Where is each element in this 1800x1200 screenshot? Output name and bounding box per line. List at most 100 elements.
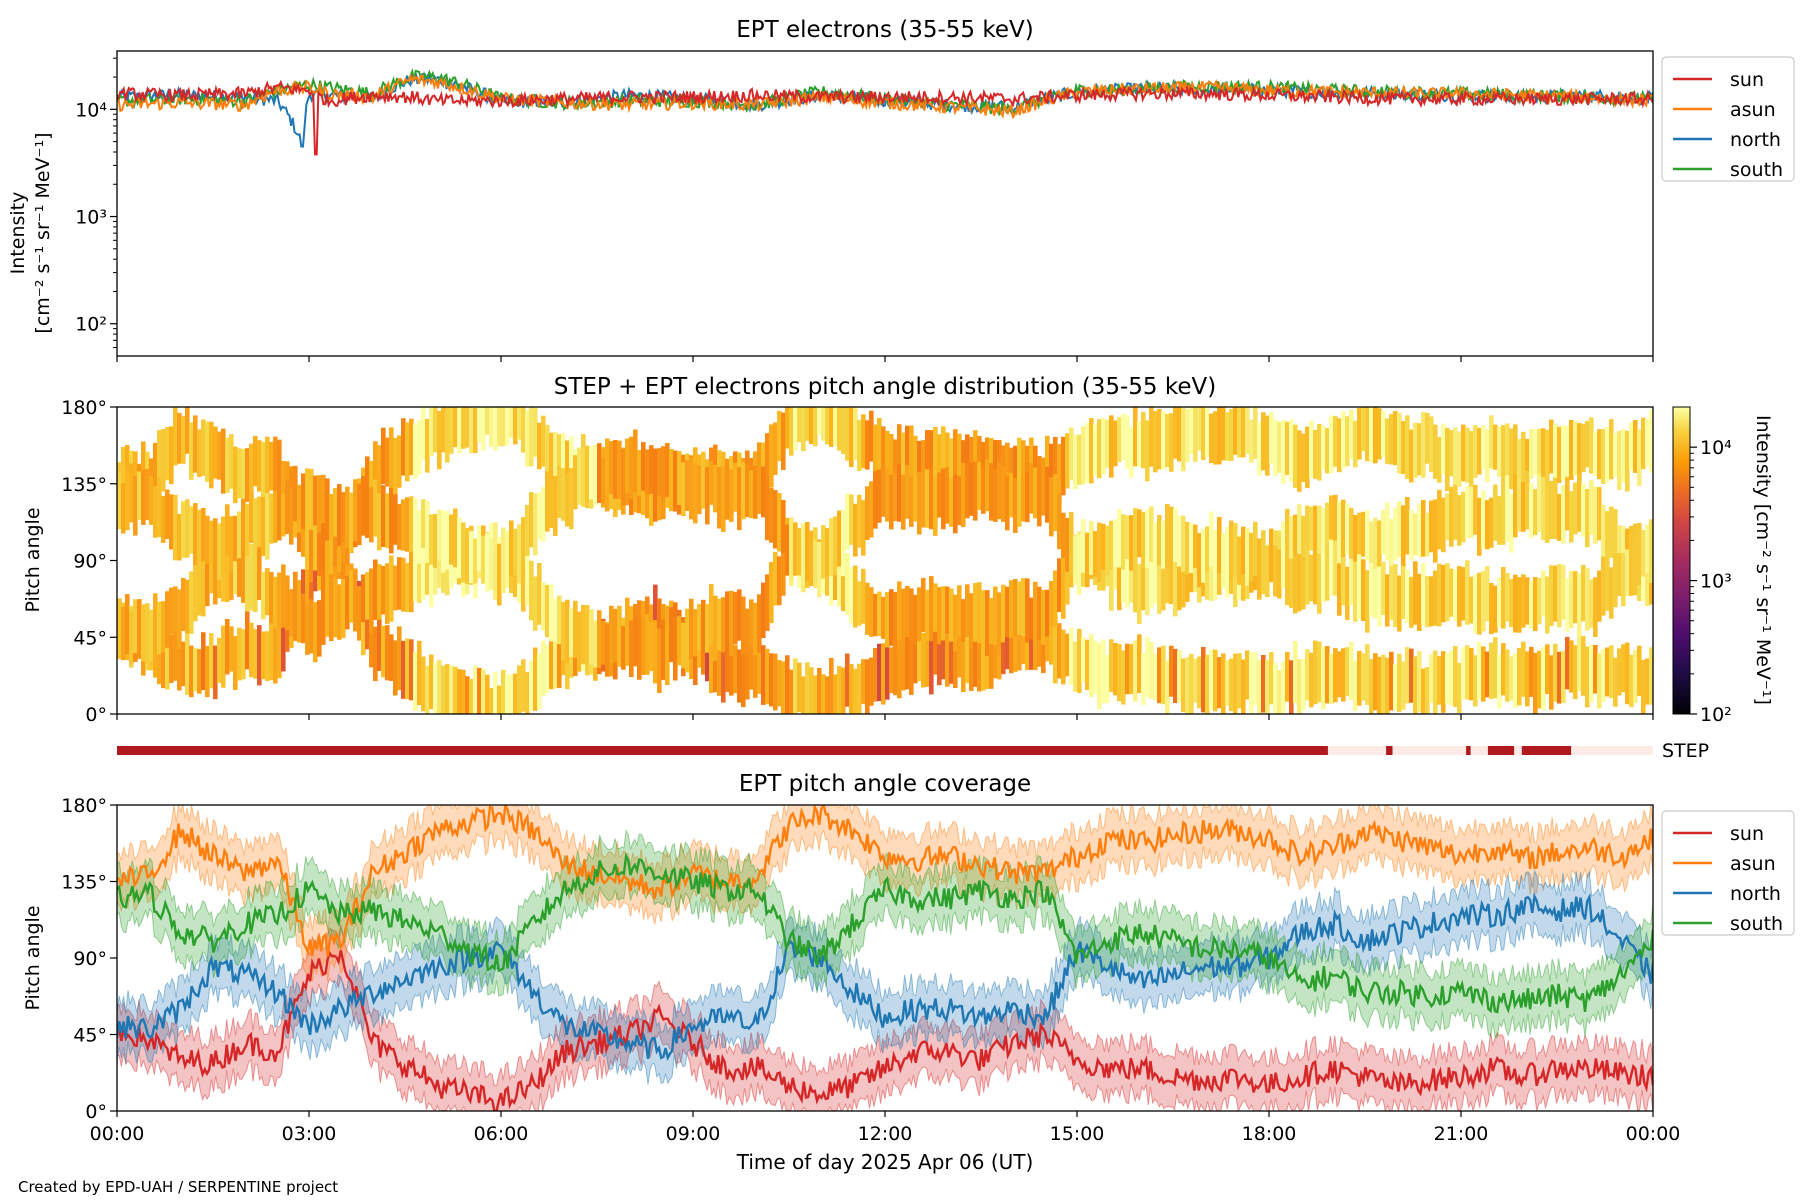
heat-cell	[437, 411, 442, 470]
heat-cell	[665, 626, 670, 685]
heat-cell	[505, 407, 510, 446]
heat-cell	[853, 565, 858, 628]
heat-cell	[1117, 644, 1122, 702]
heat-cell	[249, 543, 254, 611]
heat-cell	[973, 461, 978, 521]
heat-cell	[997, 462, 1002, 520]
heat-cell	[793, 658, 798, 714]
heat-cell	[1601, 648, 1606, 702]
heat-cell	[1193, 407, 1198, 462]
heat-cell	[1609, 506, 1614, 558]
heat-cell	[917, 587, 922, 642]
heat-cell	[901, 474, 906, 530]
heat-cell	[269, 572, 274, 624]
heat-cell	[1461, 424, 1466, 482]
heat-cell	[189, 506, 194, 554]
heat-cell	[877, 418, 882, 479]
heat-cell	[1477, 428, 1482, 475]
heat-cell	[185, 499, 190, 558]
heat-cell	[849, 664, 854, 714]
heat-cell	[649, 445, 654, 494]
heat-cell	[445, 664, 450, 714]
heat-cell	[281, 493, 286, 537]
heat-cell	[173, 586, 178, 633]
heat-cell	[133, 475, 138, 536]
heat-cell	[945, 634, 950, 687]
heat-cell	[1285, 557, 1290, 606]
heat-cell	[661, 446, 666, 500]
heat-cell	[1341, 499, 1346, 566]
heat-cell	[1185, 409, 1190, 463]
heat-cell	[1181, 515, 1186, 572]
heat-cell	[333, 515, 338, 567]
heat-cell	[917, 440, 922, 497]
heat-cell	[1293, 514, 1298, 562]
heat-cell	[1593, 432, 1598, 476]
heat-cell	[1217, 516, 1222, 573]
heat-cell	[377, 445, 382, 505]
heat-cell	[1021, 617, 1026, 664]
heat-cell	[1561, 425, 1566, 481]
heat-cell	[553, 598, 558, 643]
heat-cell	[1169, 645, 1174, 697]
heat-cell	[221, 516, 226, 575]
heat-cell	[705, 625, 710, 682]
heat-cell	[161, 601, 166, 653]
heat-cell	[1565, 426, 1570, 477]
step-availability: STEP	[117, 740, 1709, 762]
heat-cell	[553, 432, 558, 487]
heat-cell	[565, 599, 570, 664]
heat-cell	[889, 589, 894, 646]
heat-cell	[245, 448, 250, 502]
y-tick-label: 135°	[61, 872, 107, 894]
heat-cell	[1149, 558, 1154, 609]
heat-cell	[269, 493, 274, 544]
heat-cell	[273, 491, 278, 543]
colorbar-label: Intensity [cm⁻² s⁻¹ sr⁻¹ MeV⁻¹]	[1752, 415, 1774, 705]
heat-cell	[1009, 616, 1014, 674]
heat-cell	[253, 436, 258, 487]
heat-cell	[169, 587, 174, 635]
heat-cell	[477, 525, 482, 572]
heat-cell	[329, 516, 334, 575]
heat-cell	[953, 429, 958, 481]
heat-cell	[1281, 543, 1286, 589]
heat-cell	[1389, 565, 1394, 620]
heat-cell	[545, 471, 550, 532]
heat-cell	[649, 469, 654, 526]
heat-cell	[1489, 497, 1494, 548]
heat-cell	[821, 407, 826, 441]
heat-cell	[369, 568, 374, 634]
heat-cell	[1421, 500, 1426, 557]
heat-cell	[477, 407, 482, 443]
heat-cell	[421, 499, 426, 548]
heat-cell	[469, 407, 474, 454]
heat-cell	[1361, 653, 1366, 701]
panel1-series	[117, 67, 1653, 156]
heat-cell	[329, 578, 334, 641]
heat-cell	[1053, 474, 1058, 532]
heat-cell	[841, 509, 846, 577]
line-sun	[117, 79, 1653, 156]
heat-cell	[1257, 421, 1262, 476]
heat-cell	[453, 407, 458, 448]
heat-cell	[353, 479, 358, 542]
heat-cell	[765, 648, 770, 705]
heat-cell	[1381, 411, 1386, 457]
heat-cell	[1605, 511, 1610, 559]
x-tick-label: 00:00	[1626, 1123, 1681, 1145]
heat-cell	[1381, 654, 1386, 714]
heat-cell	[1417, 423, 1422, 476]
heat-cell	[845, 653, 850, 707]
step-available-segment	[1466, 746, 1471, 755]
heat-cell	[1645, 658, 1650, 705]
heat-cell	[1185, 547, 1190, 602]
heat-cell	[901, 432, 906, 498]
heat-cell	[685, 610, 690, 673]
heat-cell	[157, 629, 162, 685]
heat-cell	[417, 548, 422, 604]
heat-cell	[1325, 646, 1330, 704]
heat-cell	[953, 474, 958, 534]
step-available-segment	[1386, 746, 1393, 755]
heat-cell	[1305, 426, 1310, 489]
